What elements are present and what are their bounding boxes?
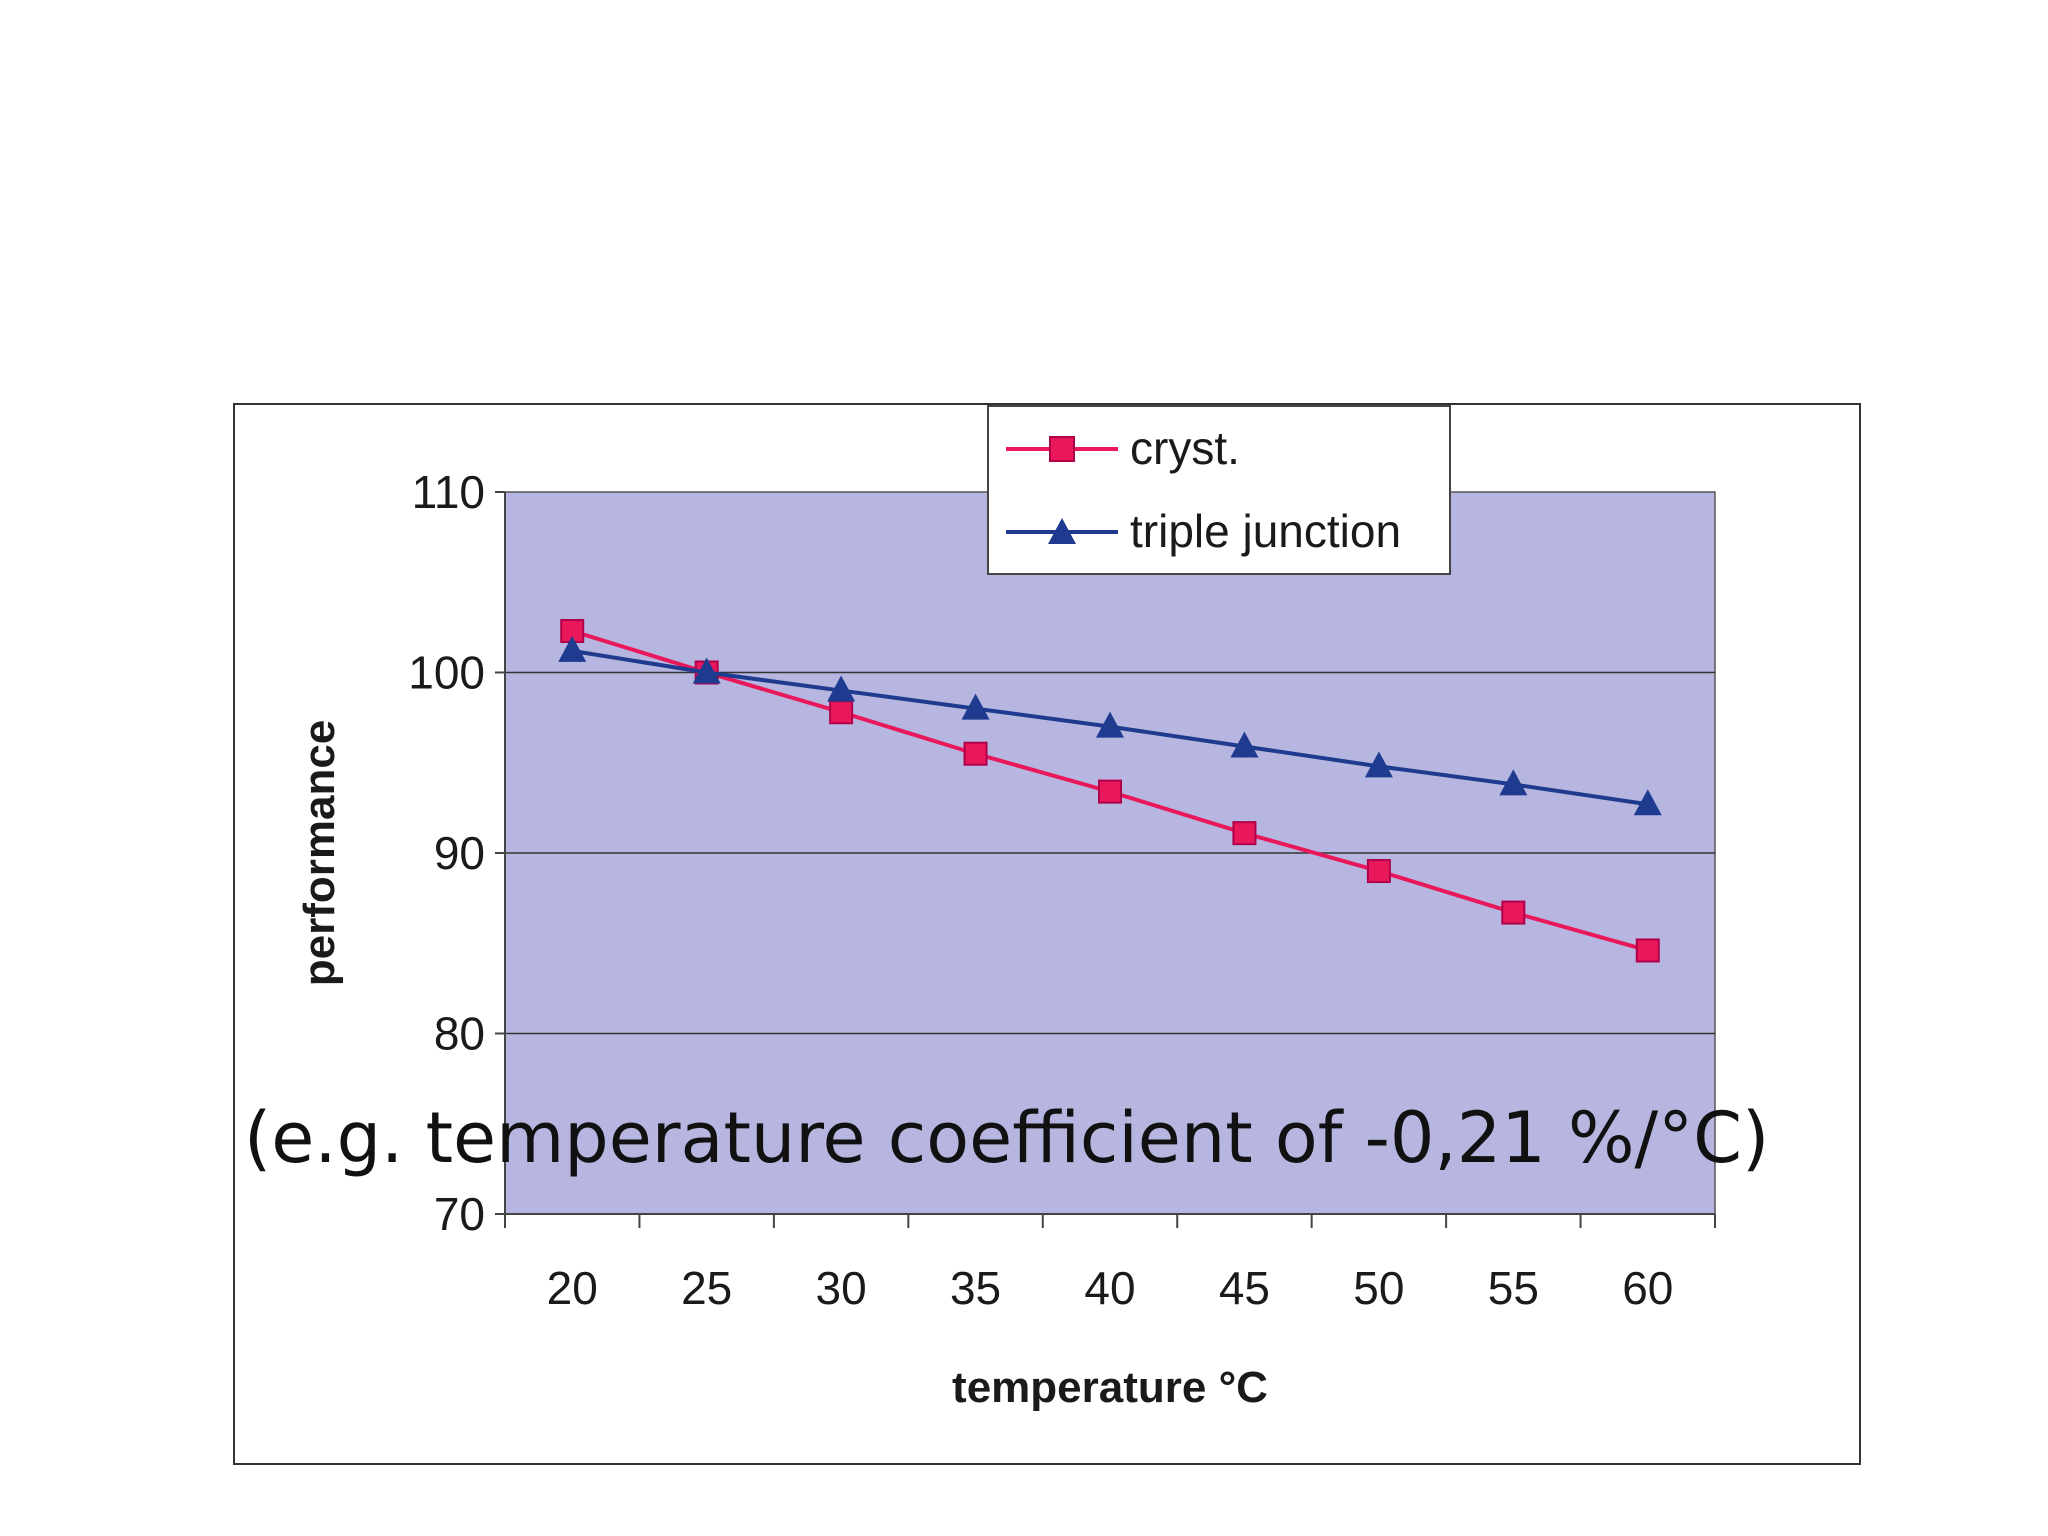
- y-tick-label: 70: [434, 1188, 485, 1240]
- data-point-cryst: [1501, 900, 1526, 925]
- data-point-triple-junction: [1364, 751, 1393, 778]
- x-tick-label: 35: [950, 1262, 1001, 1314]
- x-tick-label: 50: [1353, 1262, 1404, 1314]
- y-axis-title: performance: [295, 720, 344, 987]
- x-tick-label: 45: [1219, 1262, 1270, 1314]
- data-point-cryst: [1635, 938, 1660, 963]
- legend-label-triple-junction: triple junction: [1130, 505, 1401, 557]
- y-tick-label: 90: [434, 827, 485, 879]
- x-tick-label: 20: [547, 1262, 598, 1314]
- data-point-triple-junction: [827, 675, 856, 702]
- data-point-cryst: [1232, 821, 1257, 846]
- legend-box: [987, 405, 1451, 575]
- y-tick-label: 110: [412, 466, 485, 518]
- x-tick-label: 30: [816, 1262, 867, 1314]
- y-tick-label: 100: [408, 647, 485, 699]
- data-point-cryst: [1366, 859, 1391, 884]
- data-point-cryst: [829, 700, 854, 725]
- annotation-text: (e.g. temperature coefficient of -0,21 %…: [244, 1097, 1769, 1179]
- y-axis-ticks: 70 80 90 100 110: [408, 466, 505, 1240]
- data-point-cryst: [1098, 779, 1122, 804]
- x-axis-ticks: 20 25 30 35 40 45 50 55 60: [504, 1214, 1716, 1314]
- data-point-triple-junction: [1230, 731, 1259, 758]
- data-point-triple-junction: [961, 693, 990, 720]
- data-point-triple-junction: [1096, 711, 1124, 738]
- data-point-cryst: [963, 741, 988, 766]
- legend-marker-cryst: [1049, 436, 1075, 462]
- series-layer: [558, 618, 1662, 963]
- data-point-triple-junction: [1633, 789, 1662, 816]
- data-point-triple-junction: [558, 635, 587, 662]
- x-tick-label: 60: [1622, 1262, 1673, 1314]
- x-tick-label: 55: [1488, 1262, 1539, 1314]
- x-tick-label: 25: [681, 1262, 732, 1314]
- x-tick-label: 40: [1084, 1262, 1135, 1314]
- y-tick-label: 80: [434, 1008, 485, 1060]
- data-point-triple-junction: [1499, 769, 1528, 796]
- legend-label-cryst: cryst.: [1130, 422, 1240, 474]
- x-axis-title: temperature °C: [952, 1363, 1268, 1412]
- legend: cryst. triple junction: [987, 405, 1451, 575]
- data-point-triple-junction: [692, 657, 721, 684]
- legend-marker-triple-junction: [1048, 518, 1076, 544]
